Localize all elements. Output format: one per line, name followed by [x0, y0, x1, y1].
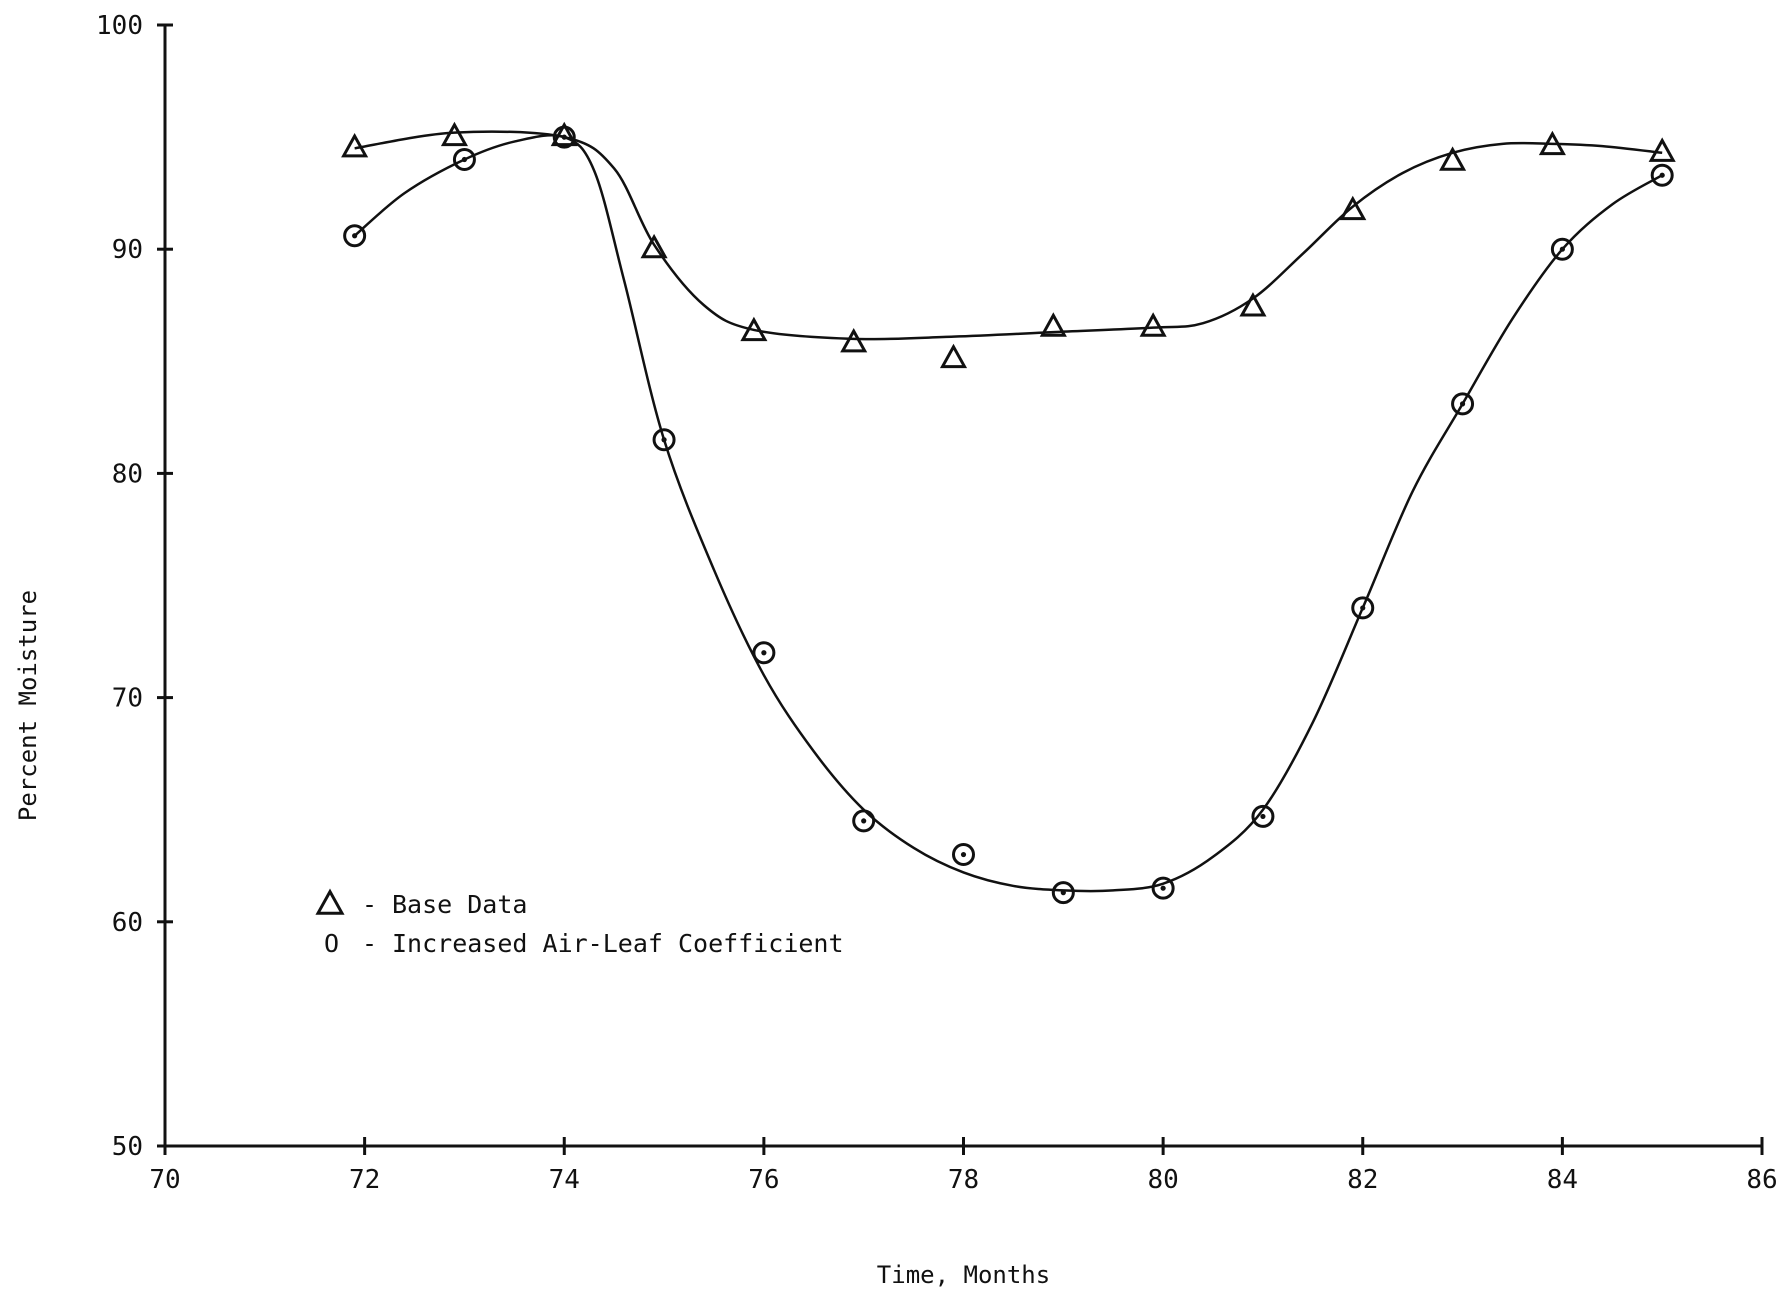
x-tick-label: 76: [748, 1165, 779, 1195]
base-data-point: [440, 121, 469, 147]
base-data-point: [1239, 292, 1267, 317]
x-tick-label: 84: [1547, 1165, 1578, 1195]
air-leaf-data-point: [1451, 392, 1475, 416]
base-data-point: [840, 327, 868, 353]
legend: - Base Data O - Increased Air-Leaf Coefficie…: [315, 888, 844, 958]
x-tick-label: 70: [149, 1165, 180, 1195]
air-leaf-data-point: [552, 125, 576, 149]
base-data-point: [1139, 312, 1167, 337]
base-data-point: [1648, 137, 1676, 162]
air-leaf-data-point: [1251, 804, 1275, 828]
series-1-curve: [354, 130, 1663, 341]
legend-symbol-o: O: [324, 929, 339, 958]
base-data-point: [740, 316, 768, 342]
air-leaf-data-point: [952, 843, 975, 867]
x-tick-label: 80: [1147, 1165, 1178, 1195]
y-tick-label: 80: [112, 459, 143, 489]
y-tick-label: 50: [112, 1132, 143, 1162]
base-data-point: [939, 343, 968, 369]
data-markers: [341, 121, 1676, 905]
air-leaf-data-point: [652, 428, 676, 452]
base-data-point: [1538, 130, 1566, 156]
x-tick-label: 82: [1347, 1165, 1378, 1195]
y-tick-label: 70: [112, 684, 143, 714]
y-tick-label: 90: [112, 235, 143, 265]
series-2-curve: [353, 133, 1663, 893]
x-tick-label: 72: [349, 1165, 380, 1195]
base-data-point: [640, 233, 668, 259]
air-leaf-data-point: [1550, 237, 1574, 261]
air-leaf-data-point: [452, 148, 476, 172]
air-leaf-data-point: [752, 641, 776, 665]
base-data-point: [1039, 312, 1067, 337]
air-leaf-data-point: [1650, 163, 1674, 187]
base-data-point: [341, 132, 369, 158]
legend-triangle-icon: [315, 888, 345, 915]
x-tick-label: 86: [1746, 1165, 1777, 1195]
base-data-point: [550, 121, 578, 147]
y-tick-label: 60: [112, 908, 143, 938]
legend-dash: -: [362, 890, 377, 919]
base-data-point: [1439, 146, 1467, 171]
legend-label-air-leaf: Increased Air-Leaf Coefficient: [392, 929, 844, 958]
fitted-curves: [353, 130, 1663, 893]
y-axis-label: Percent Moisture: [14, 590, 42, 821]
air-leaf-data-point: [852, 809, 876, 833]
legend-label-base-data: Base Data: [392, 890, 527, 919]
x-tick-label: 78: [948, 1165, 979, 1195]
y-tick-label: 100: [96, 11, 143, 41]
air-leaf-data-point: [1351, 596, 1375, 620]
base-data-point: [1339, 195, 1367, 221]
air-leaf-data-point: [343, 224, 367, 248]
x-axis-label: Time, Months: [877, 1261, 1050, 1289]
x-tick-label: 74: [549, 1165, 580, 1195]
legend-dash: -: [362, 929, 377, 958]
air-leaf-data-point: [1151, 876, 1175, 900]
air-leaf-data-point: [1051, 881, 1075, 905]
axes: 70 72 74 76 78 80 82 84 86 50 60 70 80 90 100 Time, Mon…: [14, 11, 1778, 1289]
